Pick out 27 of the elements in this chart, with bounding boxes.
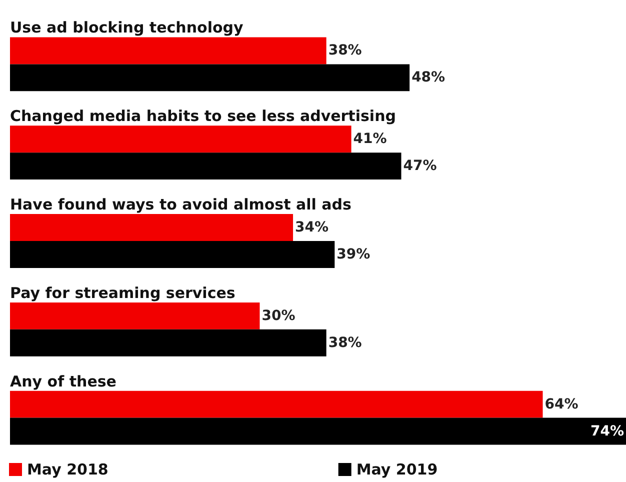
data-label: 41% — [353, 131, 387, 148]
legend-label: May 2018 — [27, 460, 108, 478]
bar — [10, 329, 326, 356]
bar — [10, 64, 410, 92]
data-label: 74% — [590, 423, 624, 440]
y-tick-label: Have found ways to avoid almost all ads — [10, 196, 352, 214]
data-label: 38% — [328, 334, 362, 351]
bar — [10, 214, 294, 241]
data-label: 34% — [295, 220, 329, 236]
data-label: 47% — [403, 158, 437, 174]
data-label: 48% — [412, 70, 446, 86]
bar — [10, 152, 402, 180]
bar — [10, 302, 260, 330]
y-tick-label: Changed media habits to see less advertising — [10, 107, 396, 126]
bar — [10, 241, 335, 268]
bar — [10, 418, 626, 445]
y-tick-label: Any of these — [10, 372, 116, 390]
data-label: 64% — [544, 396, 578, 412]
data-label: 39% — [336, 246, 370, 262]
bar — [10, 37, 326, 64]
bar — [10, 126, 352, 153]
y-tick-label: Use ad blocking technology — [10, 18, 244, 37]
data-label: 38% — [328, 42, 362, 59]
bar — [10, 390, 543, 418]
y-tick-label: Pay for streaming services — [10, 284, 236, 302]
legend-label: May 2019 — [356, 460, 438, 478]
data-label: 30% — [262, 308, 296, 324]
